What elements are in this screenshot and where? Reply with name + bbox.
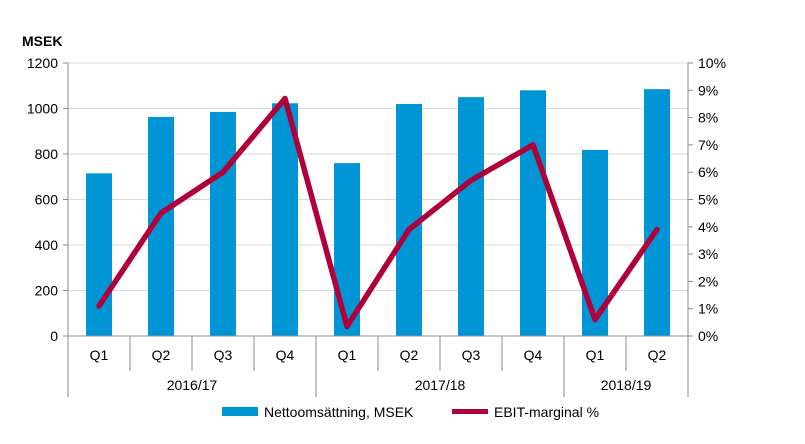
line-point (158, 210, 164, 216)
category-label: Q1 (90, 347, 109, 363)
group-label: 2018/19 (601, 377, 652, 393)
right-tick-label: 2% (698, 273, 718, 289)
left-tick-label: 400 (35, 237, 59, 253)
group-label: 2017/18 (415, 377, 466, 393)
category-label: Q1 (338, 347, 357, 363)
bar (334, 163, 360, 336)
right-tick-label: 5% (698, 192, 718, 208)
category-label: Q3 (214, 347, 233, 363)
bar (644, 89, 670, 336)
legend-swatch-bar (222, 407, 258, 416)
line-series-ebit-marginal (96, 95, 660, 330)
group-label: 2016/17 (167, 377, 218, 393)
left-tick-label: 800 (35, 146, 59, 162)
category-label: Q2 (648, 347, 667, 363)
ebit-line (96, 95, 660, 330)
right-tick-label: 8% (698, 110, 718, 126)
right-tick-label: 1% (698, 301, 718, 317)
category-label: Q4 (524, 347, 543, 363)
line-point (344, 323, 350, 329)
category-label: Q4 (276, 347, 295, 363)
left-tick-label: 0 (50, 328, 58, 344)
legend: Nettoomsättning, MSEK EBIT-marginal % (222, 404, 599, 420)
left-tick-label: 200 (35, 283, 59, 299)
right-tick-label: 4% (698, 219, 718, 235)
line-point (654, 227, 660, 233)
left-axis-ticks: 0 200 400 600 800 1000 1200 (27, 55, 68, 344)
bar (210, 111, 236, 336)
bar (272, 103, 298, 336)
line-point (282, 95, 288, 101)
left-tick-label: 1000 (27, 101, 58, 117)
legend-label-line: EBIT-marginal % (494, 404, 599, 420)
line-point (406, 227, 412, 233)
bar-series-nettoomsattning (86, 89, 670, 336)
left-tick-label: 1200 (27, 55, 58, 71)
line-point (96, 303, 102, 309)
legend-label-bar: Nettoomsättning, MSEK (264, 404, 414, 420)
category-label: Q1 (586, 347, 605, 363)
left-tick-label: 600 (35, 192, 59, 208)
bar (458, 97, 484, 336)
right-tick-label: 9% (698, 82, 718, 98)
right-tick-label: 3% (698, 246, 718, 262)
category-label: Q3 (462, 347, 481, 363)
right-tick-label: 7% (698, 137, 718, 153)
line-point (220, 169, 226, 175)
y-axis-unit-label: MSEK (22, 33, 62, 49)
line-point (592, 317, 598, 323)
category-axis: Q1 Q2 Q3 Q4 Q1 Q2 Q3 Q4 Q1 Q2 2016/17 2017/18 2018/1… (90, 347, 667, 393)
category-label: Q2 (152, 347, 171, 363)
line-point (530, 142, 536, 148)
category-label: Q2 (400, 347, 419, 363)
right-tick-label: 10% (698, 55, 726, 71)
bar (86, 173, 112, 336)
right-tick-label: 0% (698, 328, 718, 344)
bar (520, 90, 546, 336)
right-tick-label: 6% (698, 164, 718, 180)
right-axis-ticks: 0% 1% 2% 3% 4% 5% 6% 7% 8% 9% 10% (688, 55, 726, 344)
line-point (468, 177, 474, 183)
